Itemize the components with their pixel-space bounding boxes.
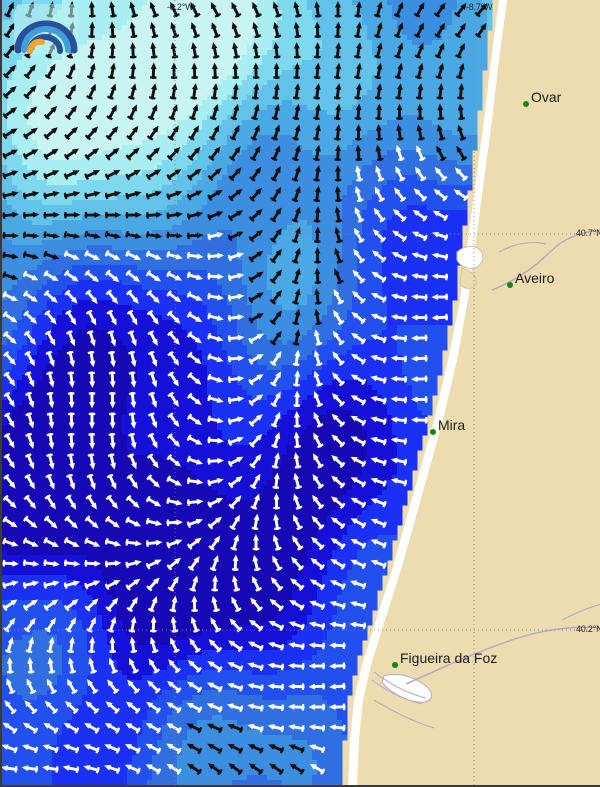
city-dot-mira	[430, 429, 436, 435]
road-north	[498, 241, 547, 253]
lon-label-west: -9.2°W	[167, 2, 194, 12]
mondego-channel-2	[371, 679, 423, 705]
logo-arc-mid	[21, 26, 71, 53]
aveiro-lagoon	[456, 245, 484, 269]
road-figueira-east	[405, 626, 600, 685]
mondego-estuary	[381, 673, 433, 703]
lat-label-north: 40.7°N	[576, 228, 600, 238]
logo-arc-outer	[14, 20, 78, 54]
city-dot-aveiro	[507, 282, 513, 288]
aveiro-lagoon-2	[459, 267, 477, 289]
lat-label-south: 40.2°N	[576, 624, 600, 634]
city-label-mira: Mira	[438, 417, 466, 433]
city-dot-ovar	[523, 101, 529, 107]
city-label-figueira-da-foz: Figueira da Foz	[400, 650, 498, 666]
land-mass	[357, 0, 600, 785]
city-label-aveiro: Aveiro	[515, 270, 555, 286]
city-label-ovar: Ovar	[531, 89, 562, 105]
city-dot-figueira-da-foz	[392, 662, 398, 668]
road-figueira-south	[373, 699, 435, 729]
windguru-arc-logo[interactable]	[8, 4, 84, 60]
lon-label-east: -8.7°W	[466, 2, 493, 12]
logo-arc-accent	[27, 38, 45, 54]
road-mid	[561, 603, 600, 621]
mondego-channel	[373, 671, 427, 699]
